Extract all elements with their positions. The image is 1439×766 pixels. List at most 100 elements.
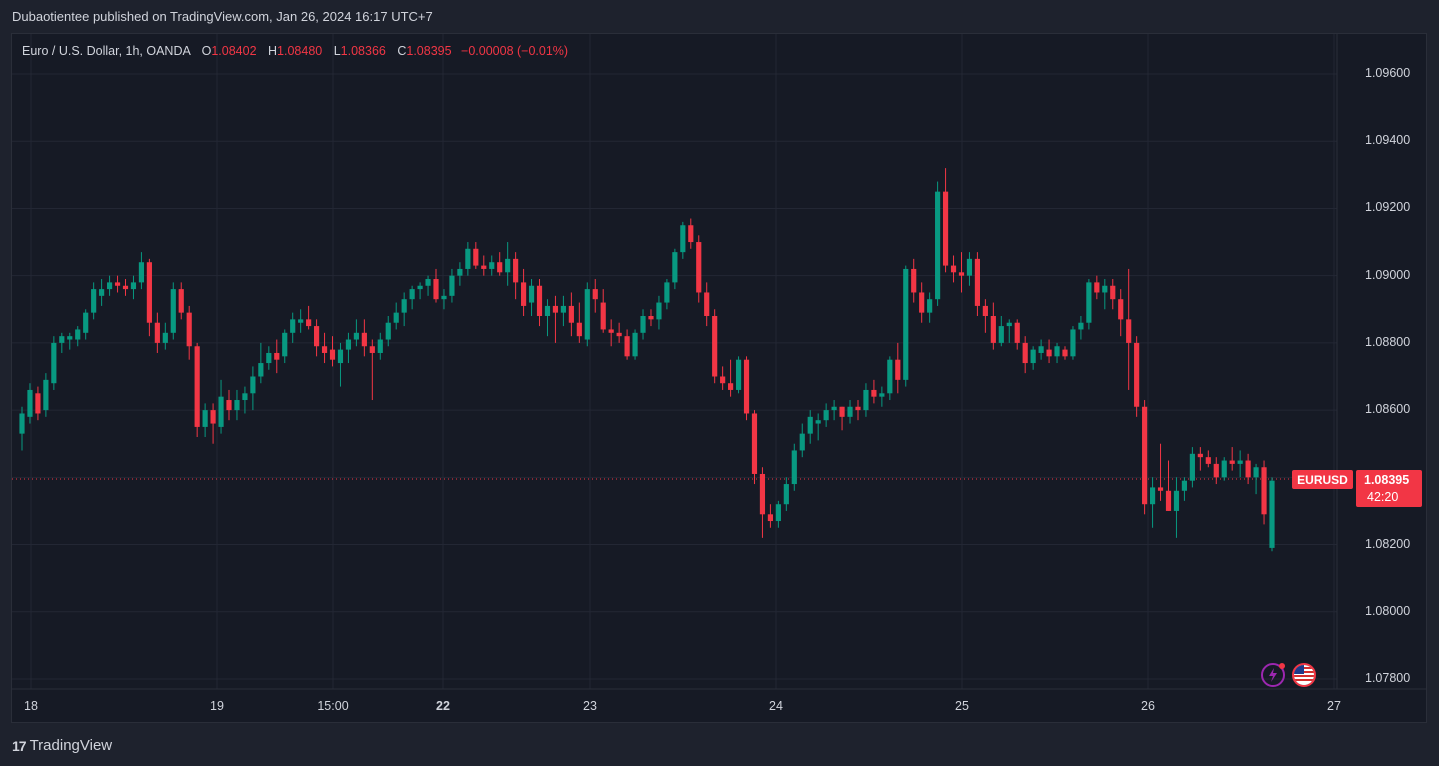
candle-body xyxy=(1197,453,1203,458)
candle-body xyxy=(616,332,622,337)
candle-body xyxy=(871,389,877,397)
time-tick-label: 26 xyxy=(1141,699,1155,713)
candle-body xyxy=(1157,487,1164,491)
candle-body xyxy=(83,312,89,333)
candle-body xyxy=(242,393,248,401)
candle-body xyxy=(106,282,113,290)
candle-body xyxy=(552,305,559,313)
candle-body xyxy=(1006,322,1012,327)
brand-name: TradingView xyxy=(29,737,113,754)
candle-body xyxy=(59,336,65,343)
candle-body xyxy=(592,289,598,300)
candles xyxy=(19,168,1275,552)
candle-body xyxy=(847,406,853,417)
candle-body xyxy=(1102,285,1108,293)
candle-body xyxy=(895,359,901,380)
tradingview-logo-icon: 17 xyxy=(12,737,27,754)
candle-body xyxy=(775,504,781,522)
candle-body xyxy=(1046,349,1052,357)
candle-body xyxy=(720,376,726,384)
candle-body xyxy=(688,225,694,243)
candle-body xyxy=(656,302,662,320)
notification-dot xyxy=(1279,663,1285,669)
candle-body xyxy=(154,322,160,343)
price-tick-label: 1.08000 xyxy=(1365,603,1411,618)
candle-body xyxy=(449,275,455,296)
candle-body xyxy=(879,393,885,397)
candle-body xyxy=(528,285,535,303)
candle-body xyxy=(1110,285,1116,300)
candle-body xyxy=(417,285,423,290)
candle-body xyxy=(536,285,543,316)
candle-body xyxy=(186,312,192,347)
candle-body xyxy=(313,326,320,347)
candle-body xyxy=(783,484,789,505)
candle-body xyxy=(600,302,606,330)
candle-body xyxy=(767,514,773,522)
last-price-value: 1.08395 xyxy=(1364,473,1410,487)
candle-body xyxy=(1062,349,1068,357)
publisher-line: Dubaotientee published on TradingView.co… xyxy=(12,9,433,24)
candle-body xyxy=(743,359,750,414)
candle-body xyxy=(19,413,25,434)
candle-body xyxy=(67,336,73,340)
candle-body xyxy=(178,289,184,313)
bar-countdown: 42:20 xyxy=(1367,490,1399,504)
candle-body xyxy=(75,329,81,340)
candle-body xyxy=(401,299,407,313)
candle-body xyxy=(377,339,383,353)
candle-body xyxy=(831,406,837,411)
candle-body xyxy=(704,292,710,316)
candle-body xyxy=(735,359,742,390)
ohlc-legend: Euro / U.S. Dollar, 1h, OANDA O1.08402 H… xyxy=(22,44,568,58)
candle-body xyxy=(998,326,1004,343)
candle-body xyxy=(966,258,973,276)
price-tick-label: 1.09200 xyxy=(1365,200,1411,215)
symbol-description[interactable]: Euro / U.S. Dollar, 1h, OANDA xyxy=(22,44,191,58)
candle-body xyxy=(369,346,375,353)
candle-body xyxy=(672,252,678,283)
candle-body xyxy=(298,319,304,323)
candle-body xyxy=(935,191,941,300)
candle-body xyxy=(138,262,145,283)
change-value: −0.00008 (−0.01%) xyxy=(461,44,569,58)
candle-body xyxy=(1205,457,1211,464)
price-tick-label: 1.08600 xyxy=(1365,402,1411,417)
candle-body xyxy=(385,322,391,340)
candle-body xyxy=(321,346,328,353)
candle-body xyxy=(544,305,551,316)
candle-body xyxy=(799,433,805,451)
candle-body xyxy=(823,410,829,421)
chart-frame[interactable] xyxy=(11,33,1427,723)
candle-body xyxy=(863,389,869,411)
candle-body xyxy=(345,339,352,350)
candle-body xyxy=(1038,346,1044,353)
candle-body xyxy=(99,289,105,296)
candle-body xyxy=(903,268,909,380)
low-value: 1.08366 xyxy=(340,44,386,58)
candle-body xyxy=(728,383,734,390)
candle-body xyxy=(839,406,845,417)
candle-body xyxy=(584,289,590,340)
us-flag-icon[interactable] xyxy=(1292,663,1316,687)
price-tick-label: 1.09000 xyxy=(1365,267,1411,282)
candle-body xyxy=(1030,349,1036,364)
candle-body xyxy=(664,282,670,303)
candle-body xyxy=(632,332,638,357)
candle-body xyxy=(465,248,471,269)
lightning-icon[interactable] xyxy=(1261,663,1285,687)
candle-body xyxy=(1165,490,1172,511)
candle-body xyxy=(162,332,168,343)
candle-body xyxy=(982,305,988,316)
candle-body xyxy=(473,248,479,266)
candle-body xyxy=(234,400,240,411)
footer-brand[interactable]: 17 TradingView xyxy=(12,737,112,754)
candle-body xyxy=(1173,490,1180,511)
candle-body xyxy=(409,289,415,300)
candle-body xyxy=(1181,480,1188,491)
time-tick-label: 23 xyxy=(583,699,597,713)
candle-body xyxy=(1149,487,1156,505)
price-tick-label: 1.09600 xyxy=(1365,66,1411,80)
close-label: C xyxy=(397,44,407,58)
